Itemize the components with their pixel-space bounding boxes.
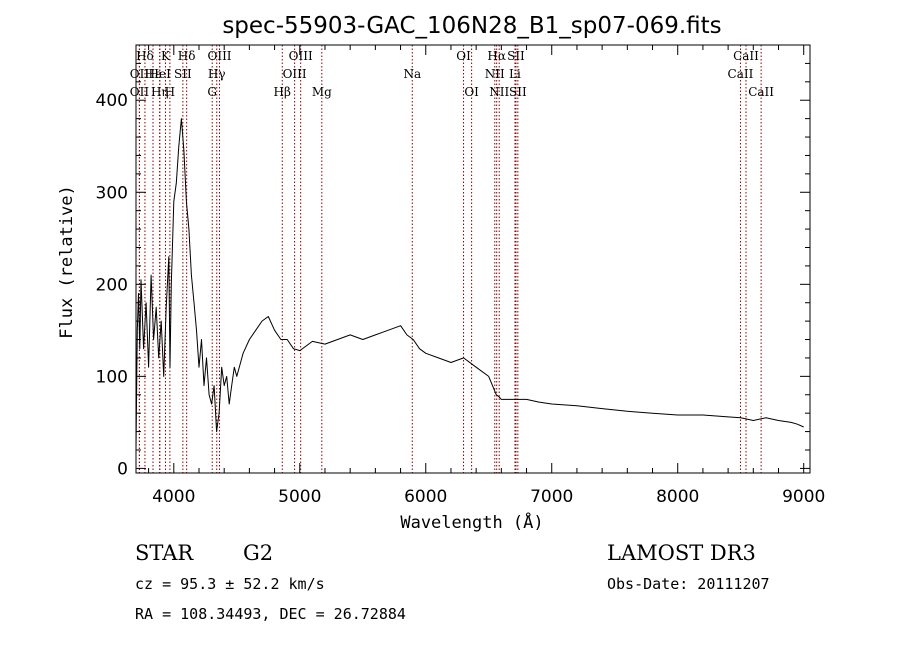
line-label-15: Hβ <box>274 85 291 99</box>
x-tick-label-8000: 8000 <box>656 487 699 507</box>
x-tick-label-5000: 5000 <box>278 487 321 507</box>
line-label-26: CaII <box>733 49 759 63</box>
line-label-24: NII <box>489 85 509 99</box>
line-label-5: K <box>161 49 171 63</box>
line-label-11: Hγ <box>208 67 226 81</box>
obs-date: Obs-Date: 20111207 <box>607 575 770 593</box>
y-tick-label-200: 200 <box>96 275 128 295</box>
line-label-23: Li <box>509 67 521 81</box>
line-label-10: OIII <box>207 49 231 63</box>
y-tick-label-400: 400 <box>96 91 128 111</box>
line-label-21: SII <box>507 49 525 63</box>
line-label-20: Hα <box>487 49 506 63</box>
x-axis-label: Wavelength (Å) <box>400 511 543 533</box>
y-tick-label-0: 0 <box>117 459 128 479</box>
line-label-6: HeI <box>149 67 172 81</box>
chart-title: spec-55903-GAC_106N28_B1_sp07-069.fits <box>222 13 721 39</box>
line-label-22: NII <box>485 67 505 81</box>
coordinates: RA = 108.34493, DEC = 26.72884 <box>135 605 406 623</box>
object-class: STAR <box>135 541 194 565</box>
x-axis: 4000 5000 6000 7000 8000 9000 <box>148 45 825 507</box>
survey-name: LAMOST DR3 <box>607 541 756 565</box>
x-tick-label-7000: 7000 <box>530 487 573 507</box>
line-label-8: H <box>165 85 175 99</box>
line-label-19: OI <box>464 85 479 99</box>
y-tick-label-300: 300 <box>96 183 128 203</box>
x-tick-label-9000: 9000 <box>782 487 825 507</box>
y-axis: 0 100 200 300 400 <box>96 62 810 479</box>
x-tick-label-6000: 6000 <box>404 487 447 507</box>
line-label-25: SII <box>509 85 527 99</box>
line-label-16: Mg <box>312 85 332 99</box>
line-label-7: SII <box>174 67 192 81</box>
y-axis-label: Flux (relative) <box>57 185 77 339</box>
line-label-17: Na <box>403 67 421 81</box>
line-label-28: CaII <box>748 85 774 99</box>
redshift-readout: cz = 95.3 ± 52.2 km/s <box>135 575 325 593</box>
line-markers <box>138 45 762 473</box>
x-tick-label-4000: 4000 <box>152 487 195 507</box>
line-label-13: OIII <box>289 49 313 63</box>
line-label-18: OI <box>456 49 471 63</box>
spectrum-line <box>135 118 804 451</box>
line-label-14: OIII <box>283 67 307 81</box>
object-subclass: G2 <box>243 541 273 565</box>
line-label-2: OII <box>130 85 150 99</box>
plot-frame <box>135 44 811 474</box>
y-tick-label-100: 100 <box>96 367 128 387</box>
line-label-4: Hη <box>151 85 169 99</box>
line-label-3: Hε <box>145 67 162 81</box>
line-label-0: Hδ <box>136 49 154 63</box>
line-label-1: OII <box>130 67 150 81</box>
line-label-12: G <box>207 85 217 99</box>
line-label-9: Hδ <box>178 49 196 63</box>
line-label-27: CaII <box>728 67 754 81</box>
